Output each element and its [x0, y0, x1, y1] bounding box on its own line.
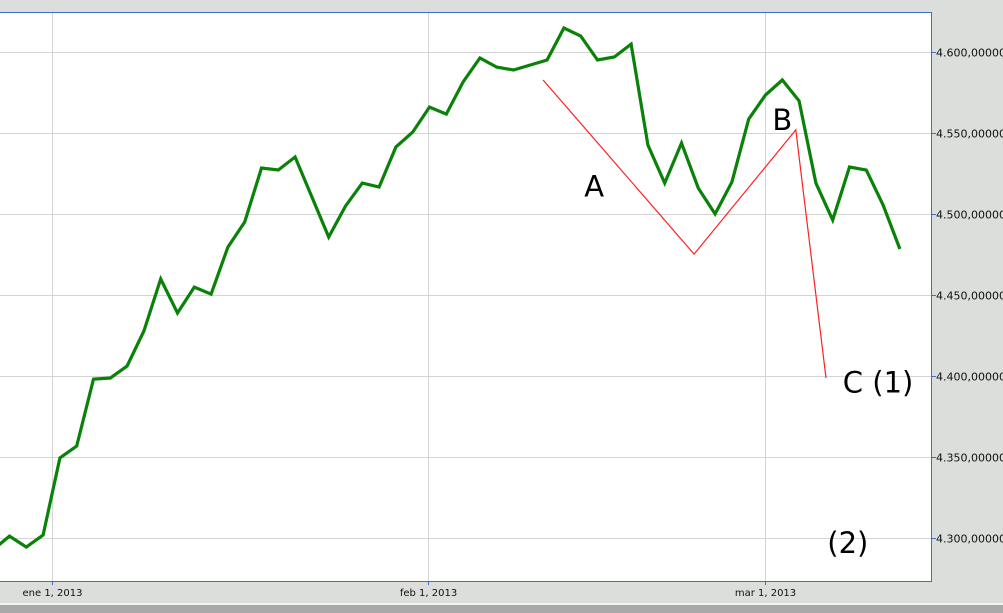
y-tick-label: 4.400,00000	[936, 371, 1003, 384]
wave-label: A	[584, 169, 604, 203]
x-tick-label: mar 1, 2013	[735, 588, 796, 599]
y-tick-label: 4.600,00000	[936, 47, 1003, 60]
x-tick-label: feb 1, 2013	[400, 588, 457, 599]
y-tick-label: 4.500,00000	[936, 209, 1003, 222]
horizontal-scrollbar[interactable]	[0, 603, 1003, 613]
plot-border	[0, 12, 932, 582]
y-tick-label: 4.450,00000	[936, 290, 1003, 303]
wave-label: C (1)	[843, 366, 914, 400]
plot-area	[0, 12, 931, 581]
x-tick-label: ene 1, 2013	[23, 588, 83, 599]
y-tick-label: 4.350,00000	[936, 452, 1003, 465]
wave-label: (2)	[827, 526, 868, 560]
abc-wave-line	[542, 79, 827, 379]
price-series-line	[0, 25, 902, 550]
wave-label: B	[772, 103, 792, 137]
y-tick-label: 4.300,00000	[936, 533, 1003, 546]
y-tick-label: 4.550,00000	[936, 128, 1003, 141]
